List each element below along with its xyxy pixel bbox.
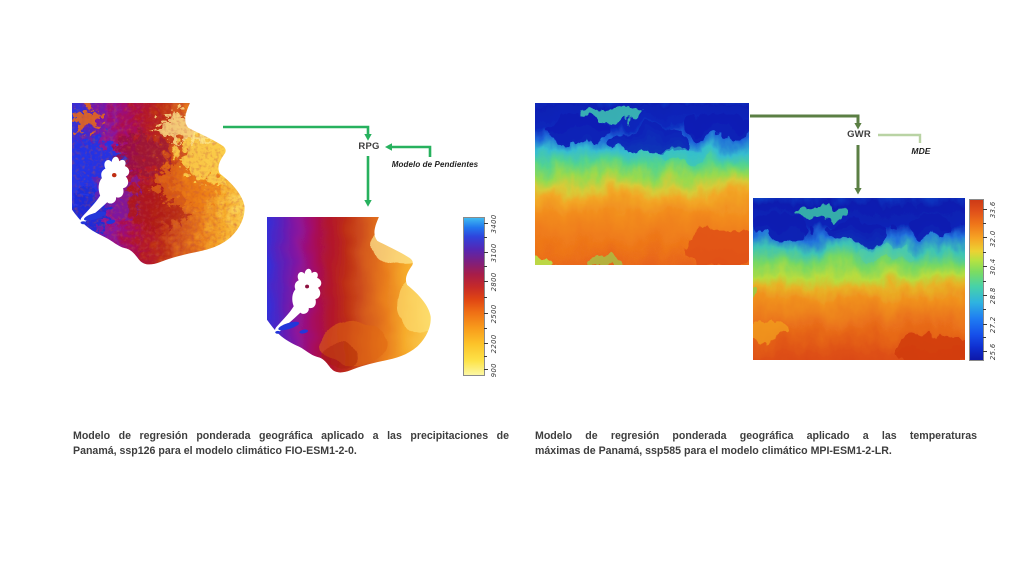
right-caption: Modelo de regresión ponderada geográfica… xyxy=(535,429,977,458)
arrow-down-icon xyxy=(364,200,372,207)
colorbar-tick-label: 2500 xyxy=(490,304,498,324)
gwr-node-label: GWR xyxy=(847,129,871,140)
caption-line: Modelo de regresión ponderada geográfica… xyxy=(73,430,509,442)
gulf-islet xyxy=(111,173,117,178)
precipitation-colorbar: 900 2200 2500 2800 3100 3400 xyxy=(463,215,498,377)
colorbar-minor-tick xyxy=(484,355,487,357)
colorbar-tick xyxy=(484,342,488,344)
temperature-colorbar: 25.6 27.2 28.8 30.4 32.0 33.6 xyxy=(969,199,997,361)
arrow-left-icon xyxy=(385,143,392,151)
caption-line: Panamá, ssp126 para el modelo climático … xyxy=(73,444,357,457)
colorbar-tick-label: 25.6 xyxy=(989,343,997,361)
mde-label: MDE xyxy=(911,146,931,156)
colorbar-tick-label: 2200 xyxy=(490,334,498,354)
caption-line: Modelo de regresión ponderada geográfica… xyxy=(535,430,977,442)
connector-line xyxy=(223,125,370,134)
elevation-model-map xyxy=(535,103,749,265)
colorbar-minor-tick xyxy=(484,237,487,239)
arrow-down-icon xyxy=(364,134,372,141)
gulf-islet xyxy=(305,284,310,289)
gulf-inlet xyxy=(275,268,322,333)
colorbar-tick xyxy=(983,266,987,268)
connector-line xyxy=(750,114,860,123)
right-flow-connector xyxy=(750,114,922,195)
rpg-node-label: RPG xyxy=(358,141,380,152)
colorbar-tick-label: 3400 xyxy=(490,214,498,234)
arrow-down-icon xyxy=(854,123,862,130)
precipitation-raster-map xyxy=(72,103,245,265)
colorbar-tick-label: 33.6 xyxy=(989,201,997,218)
colorbar-minor-tick xyxy=(983,223,986,224)
island xyxy=(278,321,300,331)
gwr-precipitation-map xyxy=(267,217,431,373)
colorbar-tick xyxy=(484,223,488,225)
colorbar-tick xyxy=(983,351,987,352)
arrow-down-icon xyxy=(854,188,862,195)
modelo-de-pendientes-label: Modelo de Pendientes xyxy=(391,160,479,169)
left-caption: Modelo de regresión ponderada geográfica… xyxy=(73,429,509,458)
gulf-inlet xyxy=(80,156,130,224)
colorbar-tick-label: 30.4 xyxy=(989,258,997,276)
colorbar-tick xyxy=(983,323,987,325)
colorbar-tick-label: 27.2 xyxy=(989,316,997,334)
colorbar-minor-tick xyxy=(983,280,986,282)
colorbar-tick xyxy=(484,312,488,314)
colorbar-tick xyxy=(484,369,488,371)
caption-line: máximas de Panamá, ssp585 para el modelo… xyxy=(535,444,892,457)
island xyxy=(106,219,116,225)
colorbar-tick-label: 2800 xyxy=(490,272,498,292)
connector-line xyxy=(391,145,432,157)
island xyxy=(275,330,281,334)
colorbar-tick xyxy=(983,237,987,239)
colorbar-tick-label: 32.0 xyxy=(989,230,997,247)
colorbar-tick xyxy=(484,251,488,253)
colorbar-minor-tick xyxy=(983,337,986,339)
colorbar-tick xyxy=(484,281,488,283)
colorbar-minor-tick xyxy=(484,297,487,299)
colorbar-minor-tick xyxy=(983,309,986,311)
colorbar-minor-tick xyxy=(983,251,986,253)
colorbar-tick-label: 28.8 xyxy=(989,287,997,305)
colorbar-tick xyxy=(983,295,987,296)
island xyxy=(299,329,309,334)
colorbar-tick-label: 900 xyxy=(490,363,498,378)
colorbar-tick-label: 3100 xyxy=(490,243,498,262)
island xyxy=(80,221,87,225)
connector-line xyxy=(878,133,922,143)
colorbar-tick xyxy=(983,208,987,210)
gwr-temperature-map xyxy=(753,198,965,360)
colorbar-minor-tick xyxy=(484,266,487,268)
colorbar-minor-tick xyxy=(484,327,487,329)
left-flow-connector xyxy=(223,125,432,207)
island xyxy=(83,211,106,221)
